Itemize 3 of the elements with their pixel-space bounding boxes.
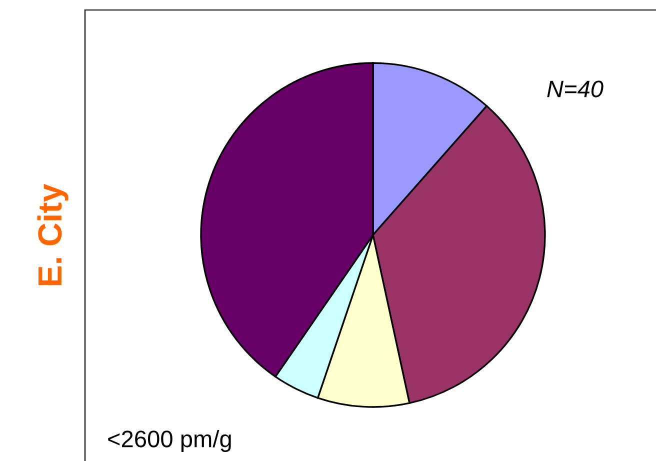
text: N=40	[547, 80, 604, 98]
text: <2600 pm/g	[108, 430, 231, 452]
text: E. City	[37, 184, 68, 286]
